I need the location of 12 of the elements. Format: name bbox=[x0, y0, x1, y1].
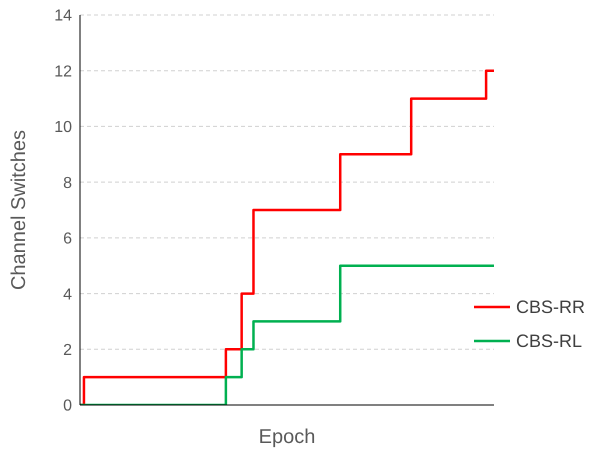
legend-label: CBS-RR bbox=[516, 296, 585, 318]
y-tick-label: 6 bbox=[63, 230, 72, 248]
y-tick-label: 0 bbox=[63, 398, 72, 415]
legend-label: CBS-RL bbox=[516, 330, 582, 352]
y-tick-label: 10 bbox=[54, 119, 72, 136]
y-tick-label: 4 bbox=[63, 286, 72, 304]
y-tick-label: 2 bbox=[63, 342, 72, 359]
x-axis-title: Epoch bbox=[258, 426, 316, 448]
y-tick-label: 8 bbox=[63, 174, 72, 192]
y-tick-label: 12 bbox=[54, 63, 72, 80]
y-axis-title: Channel Switches bbox=[8, 130, 30, 290]
y-tick-label: 14 bbox=[54, 8, 72, 25]
